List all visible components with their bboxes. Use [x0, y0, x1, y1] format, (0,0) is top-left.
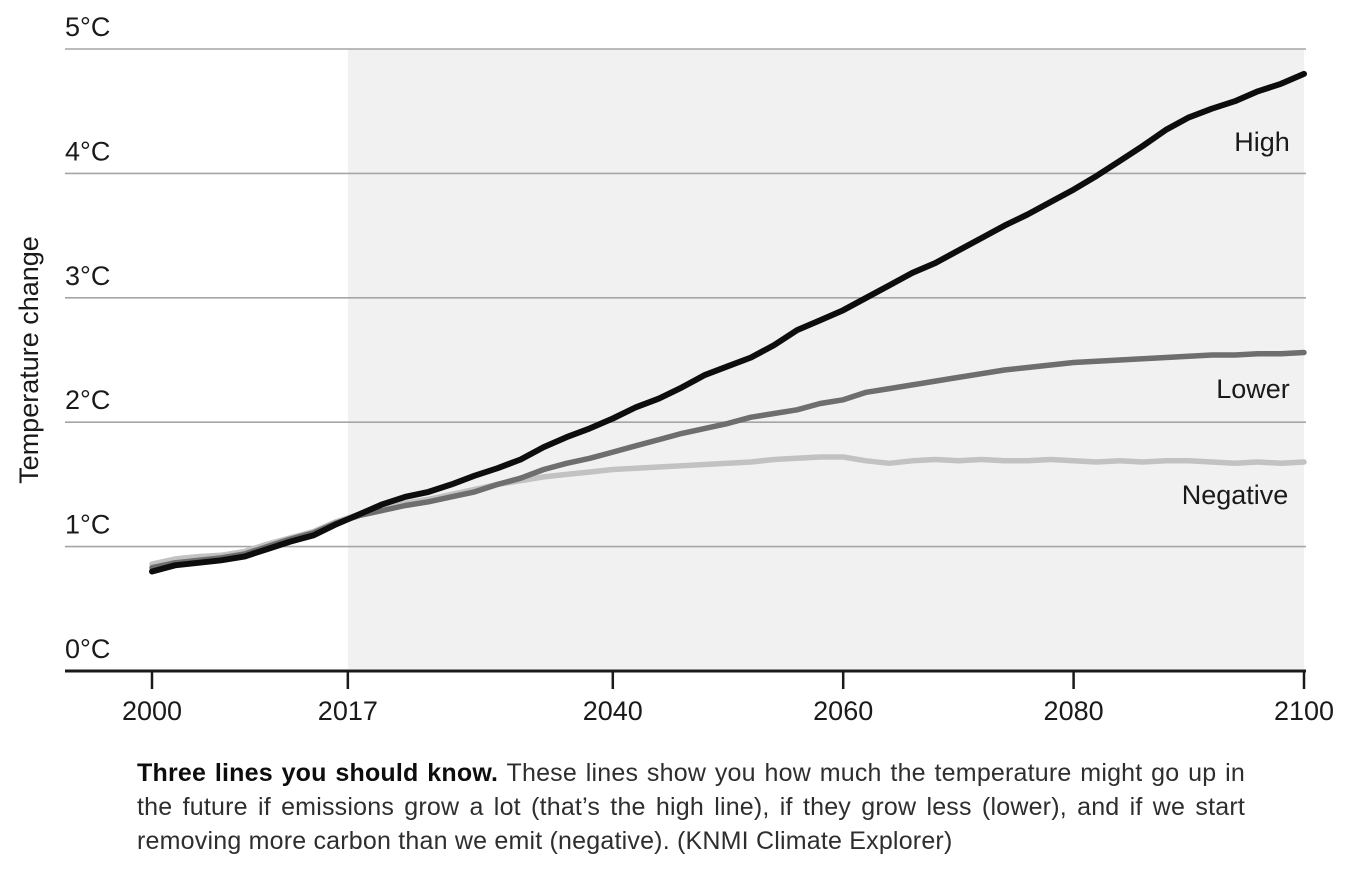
y-axis-title: Temperature change: [14, 236, 44, 484]
caption-body: These lines show you how much the temper…: [137, 759, 1245, 855]
y-tick-label: 5°C: [65, 12, 110, 42]
series-label-lower: Lower: [1216, 374, 1290, 404]
chart-caption: Three lines you should know. These lines…: [137, 756, 1245, 858]
caption-lead: Three lines you should know.: [137, 759, 499, 787]
y-tick-label: 3°C: [65, 261, 110, 291]
x-tick-label: 2100: [1274, 696, 1334, 726]
x-tick-label: 2000: [122, 696, 182, 726]
x-tick-label: 2080: [1044, 696, 1104, 726]
y-tick-label: 1°C: [65, 510, 110, 540]
series-label-high: High: [1234, 127, 1290, 157]
x-tick-label: 2040: [583, 696, 643, 726]
y-tick-label: 2°C: [65, 385, 110, 415]
x-tick-label: 2017: [318, 696, 378, 726]
x-tick-label: 2060: [813, 696, 873, 726]
y-tick-label: 0°C: [65, 634, 110, 664]
temperature-projection-chart: 2000 2017 2040 2060 2080 2100 0°C 1°C 2°C 3°C 4°C 5…: [14, 12, 1334, 726]
series-line-high: [149, 70, 1307, 575]
y-tick-label: 4°C: [65, 136, 110, 166]
series-label-negative: Negative: [1182, 480, 1289, 510]
